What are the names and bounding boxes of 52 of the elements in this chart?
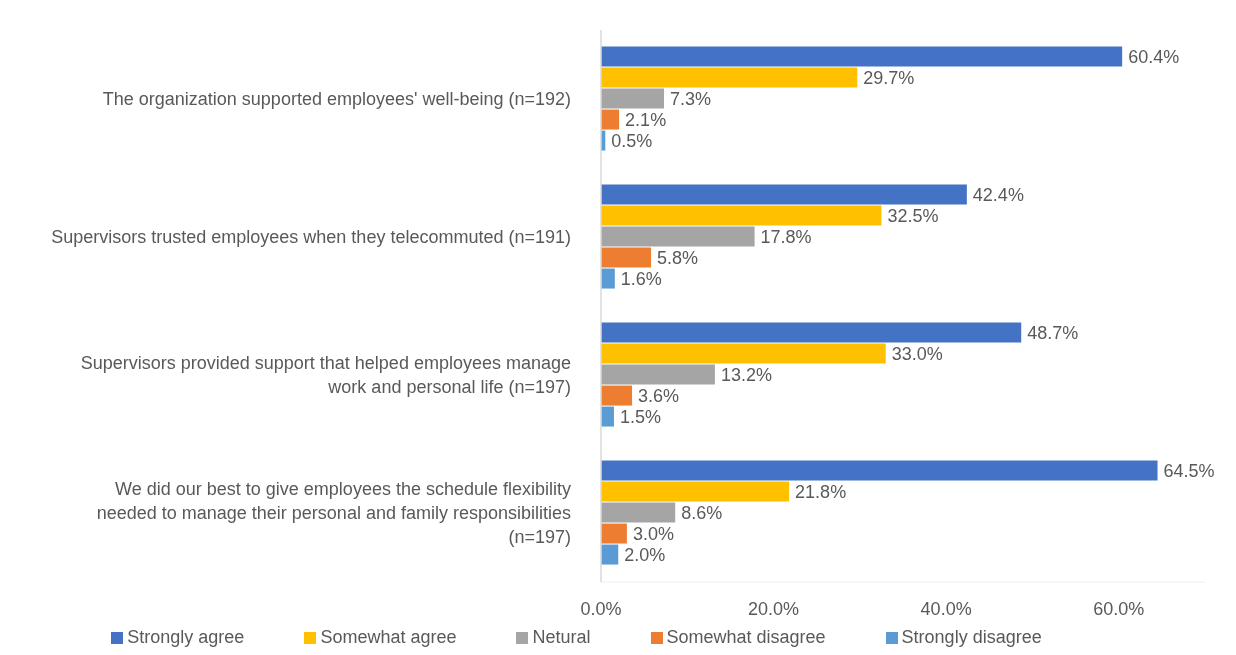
data-label: 21.8% — [795, 481, 847, 502]
x-tick-label: 20.0% — [748, 598, 800, 619]
bar — [601, 343, 886, 364]
data-label: 3.6% — [638, 385, 680, 406]
data-label: 1.5% — [619, 406, 661, 427]
y-tick-label: Supervisors provided support that helped employees manage work and personal life (n=197) — [80, 353, 571, 397]
bar — [601, 67, 858, 88]
x-tick-label: 0.0% — [580, 598, 622, 619]
bar — [601, 226, 755, 247]
data-label: 8.6% — [681, 502, 723, 523]
bar — [601, 460, 1158, 481]
data-label: 3.0% — [632, 523, 674, 544]
bar — [601, 247, 652, 268]
legend-label: Somewhat disagree — [666, 627, 826, 647]
data-label: 13.2% — [720, 364, 772, 385]
data-label: 2.0% — [624, 544, 666, 565]
bar — [601, 205, 882, 226]
data-label: 33.0% — [891, 343, 943, 364]
bar — [601, 184, 967, 205]
y-tick-label: The organization supported employees' well-being (n=192) — [102, 89, 571, 109]
data-label: 64.5% — [1163, 460, 1215, 481]
bar — [601, 46, 1123, 67]
data-label: 7.3% — [669, 88, 712, 109]
bar — [601, 502, 676, 523]
bar — [601, 322, 1022, 343]
data-label: 48.7% — [1027, 322, 1079, 343]
data-label: 1.6% — [620, 268, 662, 289]
data-label: 2.1% — [625, 109, 667, 130]
y-tick-label: Supervisors trusted employees when they telecommuted (n=191) — [51, 227, 571, 247]
legend-label: Netural — [532, 627, 591, 647]
legend-label: Strongly disagree — [901, 627, 1042, 647]
data-label: 0.5% — [611, 130, 653, 151]
x-tick-label: 40.0% — [920, 598, 972, 619]
bar — [601, 481, 790, 502]
y-tick-label: We did our best to give employees the schedule flexibility needed to manage their personal and family responsibilities (n=197) — [96, 479, 571, 547]
bar — [601, 268, 615, 289]
bar — [601, 406, 614, 427]
data-label: 60.4% — [1128, 46, 1180, 67]
bar — [601, 544, 619, 565]
bar — [601, 385, 633, 406]
bar — [601, 88, 664, 109]
bar — [601, 364, 715, 385]
data-label: 29.7% — [863, 67, 915, 88]
legend-label: Somewhat agree — [320, 627, 457, 647]
data-label: 32.5% — [887, 205, 939, 226]
legend-label: Strongly agree — [127, 627, 245, 647]
data-label: 17.8% — [760, 226, 812, 247]
data-label: 42.4% — [972, 184, 1024, 205]
bar — [601, 523, 627, 544]
bar — [601, 109, 620, 130]
data-label: 5.8% — [657, 247, 699, 268]
x-tick-label: 60.0% — [1093, 598, 1145, 619]
